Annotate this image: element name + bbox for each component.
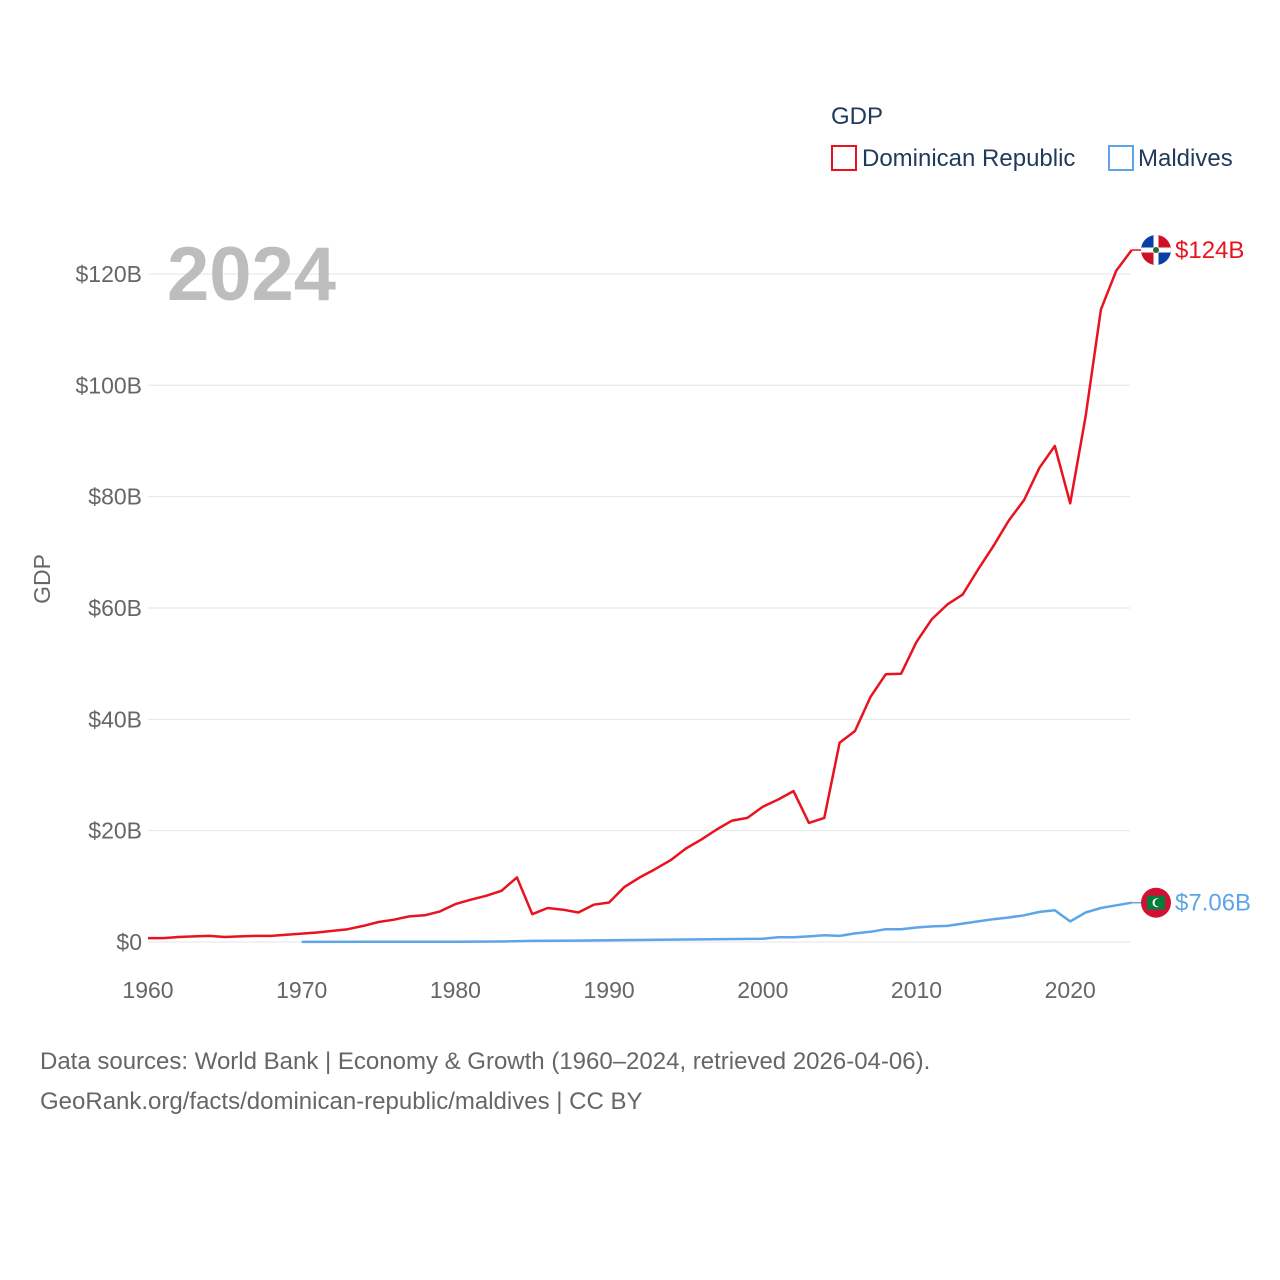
y-tick-label: $60B — [88, 595, 142, 621]
maldives-flag-icon — [1141, 887, 1171, 918]
end-value-label-maldives: $7.06B — [1175, 890, 1251, 917]
x-tick-label: 2010 — [891, 977, 942, 1003]
legend-label-dominican-republic: Dominican Republic — [862, 145, 1075, 172]
footer: Data sources: World Bank | Economy & Gro… — [40, 1042, 930, 1122]
x-tick-label: 1960 — [122, 977, 173, 1003]
x-axis-tick-labels: 1960 1970 1980 1990 2000 2010 2020 — [122, 977, 1095, 1003]
dominican-republic-flag-icon — [1141, 235, 1171, 266]
legend: GDP Dominican Republic Maldives — [831, 103, 1233, 172]
legend-swatch-maldives — [1108, 145, 1134, 171]
legend-title: GDP — [831, 103, 883, 130]
year-label: 2024 — [167, 232, 336, 317]
y-tick-label: $0 — [116, 929, 142, 955]
y-tick-label: $40B — [88, 706, 142, 732]
y-tick-label: $120B — [75, 261, 142, 287]
series-lines — [148, 249, 1133, 944]
legend-label-maldives: Maldives — [1138, 145, 1233, 172]
series-end-markers: $124B $7.06B — [1131, 235, 1251, 918]
end-value-label-dominican-republic: $124B — [1175, 237, 1244, 264]
x-tick-label: 2000 — [737, 977, 788, 1003]
x-tick-label: 2020 — [1045, 977, 1096, 1003]
legend-swatch-dominican-republic — [831, 145, 857, 171]
y-tick-label: $80B — [88, 484, 142, 510]
series-line-maldives[interactable] — [301, 901, 1132, 944]
y-axis-title: GDP — [29, 554, 55, 604]
y-tick-label: $100B — [75, 372, 142, 398]
y-axis-tick-labels: $0 $20B $40B $60B $80B $100B $120B — [75, 261, 142, 955]
data-sources-note: Data sources: World Bank | Economy & Gro… — [40, 1048, 931, 1075]
x-tick-label: 1970 — [276, 977, 327, 1003]
x-tick-label: 1990 — [584, 977, 635, 1003]
y-tick-label: $20B — [88, 818, 142, 844]
legend-item-maldives[interactable]: Maldives — [1108, 145, 1233, 172]
series-line-dominican-republic[interactable] — [148, 249, 1133, 940]
legend-item-dominican-republic[interactable]: Dominican Republic — [831, 145, 1075, 172]
gridlines — [148, 273, 1130, 943]
x-tick-label: 1980 — [430, 977, 481, 1003]
source-url-license: GeoRank.org/facts/dominican-republic/mal… — [40, 1088, 643, 1115]
